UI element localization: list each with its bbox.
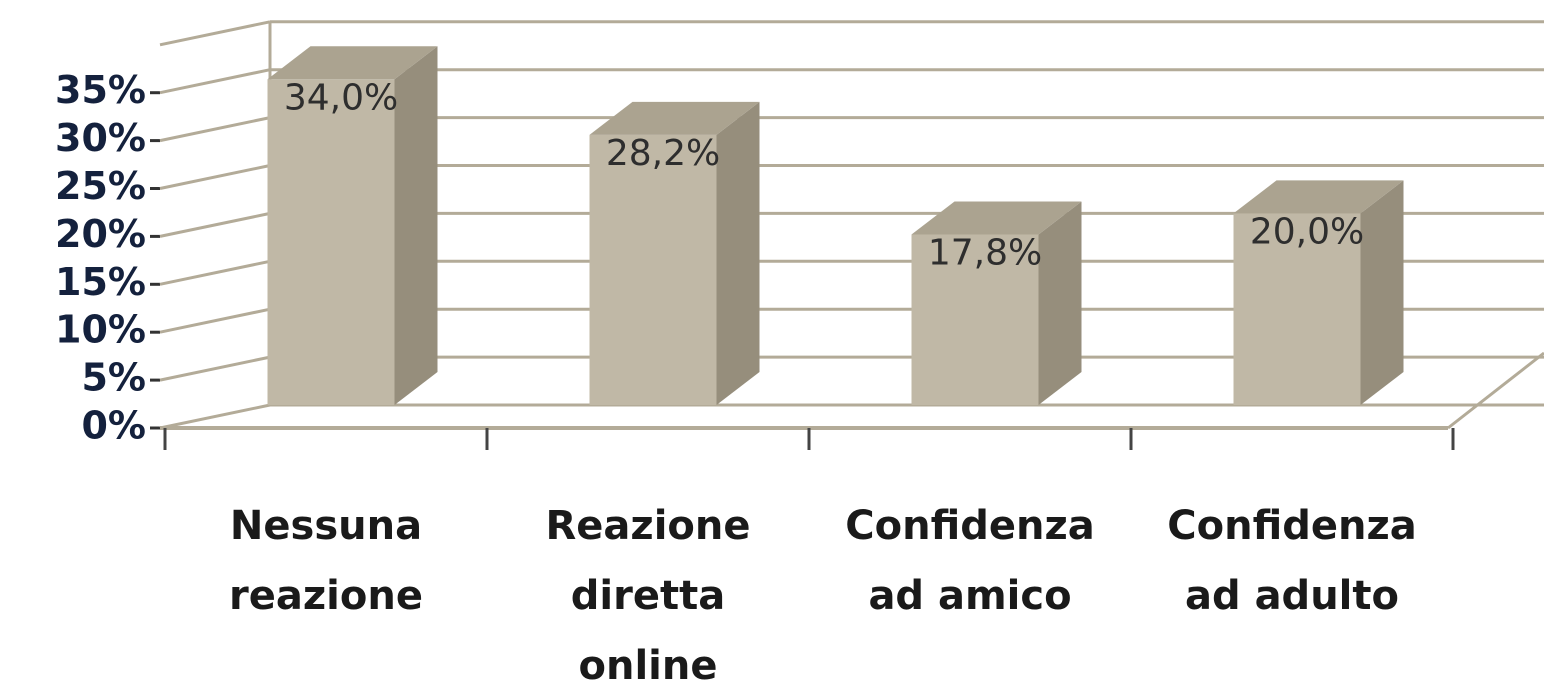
bar-top xyxy=(911,201,1082,235)
y-tick-label: 35% xyxy=(55,68,146,112)
bar-top xyxy=(267,46,438,80)
bar-top xyxy=(589,101,760,135)
data-label: 28,2% xyxy=(606,133,720,174)
bar-side xyxy=(1360,180,1404,405)
bar-front xyxy=(267,79,395,405)
bar-side xyxy=(1038,201,1082,405)
bar xyxy=(267,46,438,405)
x-tick-label: Nessuna xyxy=(230,503,422,549)
bar-front xyxy=(1233,213,1361,405)
x-tick-label: reazione xyxy=(229,573,423,619)
floor-edge xyxy=(1447,351,1544,430)
x-tick-label: Confidenza xyxy=(845,503,1094,549)
data-label: 17,8% xyxy=(928,232,1042,273)
data-label: 34,0% xyxy=(284,77,398,118)
y-tick-label: 30% xyxy=(55,116,146,160)
x-tick-label: ad amico xyxy=(868,573,1071,619)
x-tick-label: Reazione xyxy=(546,503,751,549)
x-tick-label: online xyxy=(579,643,718,688)
x-tick-label: ad adulto xyxy=(1185,573,1399,619)
x-tick-label: diretta xyxy=(571,573,725,619)
wall-edge xyxy=(159,20,271,47)
bar xyxy=(911,201,1082,405)
data-label: 20,0% xyxy=(1250,211,1364,252)
bar-front xyxy=(911,234,1039,405)
y-tick-label: 5% xyxy=(81,356,146,400)
bar xyxy=(589,101,760,406)
y-tick-label: 20% xyxy=(55,212,146,256)
grid-line xyxy=(159,259,271,286)
y-tick-label: 25% xyxy=(55,164,146,208)
grid-line xyxy=(159,116,271,143)
bar xyxy=(1233,180,1404,405)
grid-line xyxy=(159,68,271,95)
bar-side xyxy=(716,101,760,406)
grid-line xyxy=(159,211,271,238)
grid-line xyxy=(159,307,271,334)
x-tick-label: Confidenza xyxy=(1167,503,1416,549)
y-tick-label: 15% xyxy=(55,260,146,304)
grid-line xyxy=(159,355,271,382)
y-tick-label: 0% xyxy=(81,404,146,448)
bar-top xyxy=(1233,180,1404,214)
y-tick-label: 10% xyxy=(55,308,146,352)
bar-front xyxy=(589,134,717,405)
bar-side xyxy=(394,46,438,405)
grid-line xyxy=(159,403,271,430)
grid-line xyxy=(159,164,271,190)
